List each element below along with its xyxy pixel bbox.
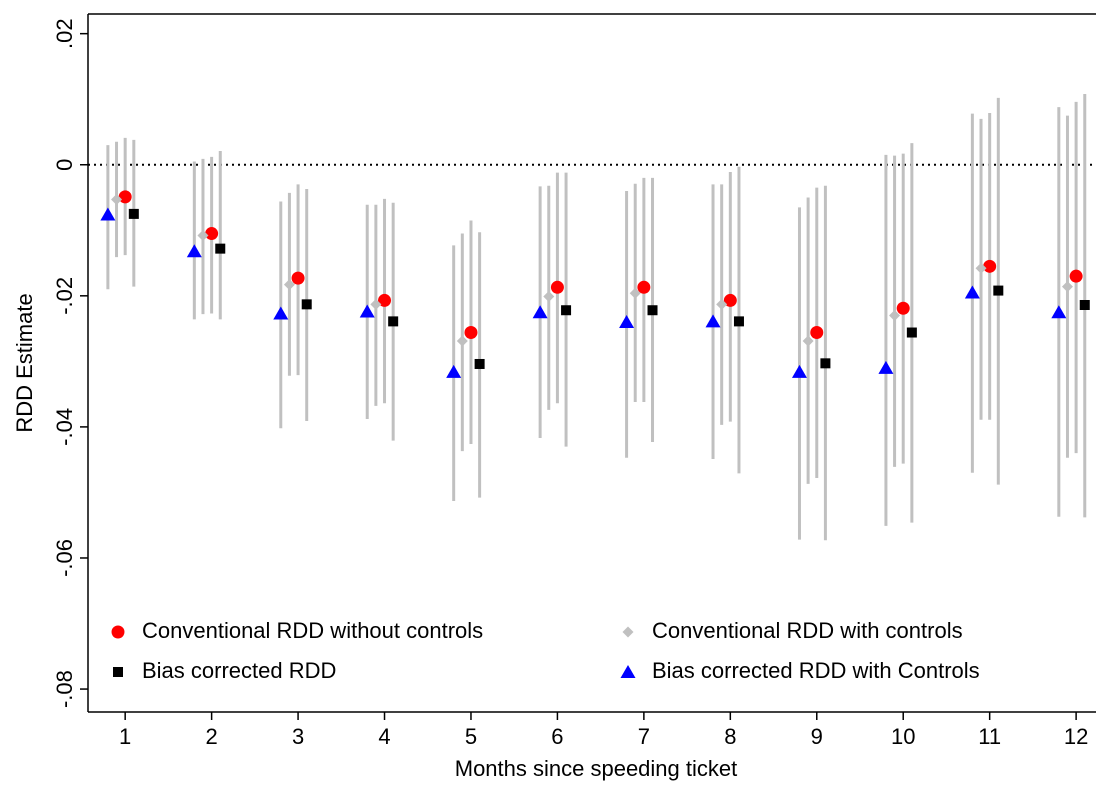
point [474, 358, 485, 369]
x-axis-title: Months since speeding ticket [455, 756, 738, 781]
point [733, 316, 744, 327]
point [1079, 299, 1090, 310]
x-tick-label: 10 [891, 724, 915, 749]
y-tick-label: .02 [52, 18, 77, 49]
x-tick-label: 4 [378, 724, 390, 749]
point [1069, 269, 1083, 283]
point [791, 364, 807, 378]
point [802, 335, 814, 347]
point [100, 207, 116, 221]
point [532, 305, 548, 319]
point [975, 262, 987, 274]
point [705, 314, 721, 328]
point [716, 298, 728, 310]
point [647, 305, 658, 316]
legend-label: Bias corrected RDD with Controls [652, 658, 980, 683]
y-tick-label: -.06 [52, 539, 77, 577]
y-tick-label: -.02 [52, 277, 77, 315]
point [301, 299, 312, 310]
legend-label: Bias corrected RDD [142, 658, 336, 683]
y-axis-title: RDD Estimate [12, 293, 37, 432]
legend-marker [111, 625, 125, 639]
point [889, 309, 901, 321]
point [128, 208, 139, 219]
point [186, 244, 202, 258]
point [291, 271, 305, 285]
x-tick-label: 11 [978, 724, 1001, 749]
x-tick-label: 1 [119, 724, 131, 749]
y-tick-label: -.04 [52, 408, 77, 446]
point [388, 316, 399, 327]
point [1051, 305, 1067, 319]
point [629, 287, 641, 299]
point [896, 301, 910, 315]
y-tick-label: -.08 [52, 670, 77, 708]
point [118, 190, 132, 204]
point [906, 327, 917, 338]
point [1061, 281, 1073, 293]
x-tick-label: 9 [811, 724, 823, 749]
x-tick-label: 5 [465, 724, 477, 749]
legend-marker [113, 667, 123, 677]
x-tick-label: 8 [724, 724, 736, 749]
x-tick-label: 3 [292, 724, 304, 749]
point [543, 290, 555, 302]
point [561, 305, 572, 316]
x-tick-label: 7 [638, 724, 650, 749]
point [723, 293, 737, 307]
point [446, 364, 462, 378]
x-tick-label: 12 [1064, 724, 1088, 749]
legend-marker [620, 665, 636, 678]
point [205, 227, 219, 241]
x-tick-label: 6 [551, 724, 563, 749]
point [370, 298, 382, 310]
point [550, 280, 564, 294]
point [378, 293, 392, 307]
point [359, 304, 375, 318]
point [993, 285, 1004, 296]
point [810, 326, 824, 340]
legend-label: Conventional RDD without controls [142, 618, 483, 643]
point [820, 358, 831, 369]
point [637, 280, 651, 294]
point [464, 326, 478, 340]
legend-marker [622, 626, 634, 638]
y-tick-label: 0 [52, 159, 77, 171]
point [878, 360, 894, 374]
point [619, 315, 635, 329]
point [273, 306, 289, 320]
point [215, 243, 226, 254]
point [283, 279, 295, 291]
x-tick-label: 2 [205, 724, 217, 749]
point [197, 230, 209, 242]
legend-label: Conventional RDD with controls [652, 618, 963, 643]
point [111, 193, 123, 205]
point [983, 259, 997, 273]
point [456, 335, 468, 347]
point [964, 285, 980, 299]
